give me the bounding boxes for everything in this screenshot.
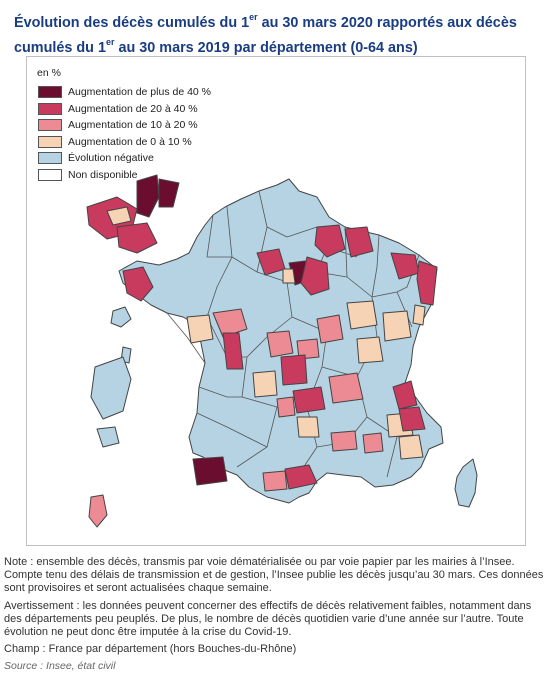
dept-jura: [346, 300, 378, 330]
legend-label: Augmentation de 20 à 40 %: [68, 102, 198, 115]
dept-alpes-maritimes: [398, 406, 426, 432]
dept-essonne: [282, 268, 296, 284]
dept-seine-marne: [300, 256, 330, 296]
dept-aisne: [314, 224, 346, 258]
dept-savoie: [392, 380, 418, 410]
legend-item: Non disponible: [38, 167, 211, 184]
legend-label: Augmentation de 10 à 20 %: [68, 119, 198, 132]
dept-cotes-armor: [106, 206, 132, 226]
legend-label: Augmentation de plus de 40 %: [68, 86, 212, 99]
dept-haute-garonne: [262, 470, 288, 492]
dept-correze: [252, 370, 278, 398]
legend-label: Évolution négative: [68, 152, 154, 165]
source-text: Source : Insee, état civil: [4, 660, 116, 673]
dept-guadeloupe: [110, 306, 132, 328]
note-text: Note : ensemble des décès, transmis par …: [4, 556, 544, 595]
dept-cher: [296, 338, 320, 360]
legend-item: Augmentation de 20 à 40 %: [38, 101, 211, 118]
dept-haut-rhin: [412, 304, 426, 326]
dept-finistere: [122, 266, 154, 302]
legend-swatch-0-10: [38, 135, 62, 148]
legend-swatch-10-20: [38, 119, 62, 132]
dept-mayotte: [88, 494, 108, 528]
dept-haute-loire: [276, 396, 296, 418]
legend: Augmentation de plus de 40 % Augmentatio…: [38, 84, 211, 183]
map-title: Évolution des décès cumulés du 1er au 30…: [14, 12, 517, 56]
dept-calvados: [158, 178, 180, 208]
legend-item: Augmentation de plus de 40 %: [38, 84, 211, 101]
dept-vienne: [222, 332, 244, 370]
legend-swatch-negative: [38, 152, 62, 165]
dept-loire-atlantique: [186, 314, 214, 344]
dept-manche: [136, 174, 160, 218]
legend-item: Augmentation de 10 à 20 %: [38, 117, 211, 134]
dept-allier: [280, 354, 308, 386]
map-frame: en % Augmentation de plus de 40 % Augmen…: [26, 56, 526, 546]
scope-text: Champ : France par département (hors Bou…: [4, 643, 297, 656]
dept-guyane: [90, 356, 132, 420]
dept-ardennes: [344, 226, 374, 258]
france-map: [86, 174, 478, 528]
dept-indre-loire: [266, 330, 294, 358]
dept-ain: [356, 336, 384, 364]
dept-vaucluse: [362, 432, 384, 454]
dept-morbihan: [116, 222, 158, 254]
legend-label: Non disponible: [68, 168, 138, 181]
warning-text: Avertissement : les données peuvent conc…: [4, 599, 532, 639]
notes: Note : ensemble des décès, transmis par …: [4, 556, 552, 678]
dept-reunion: [96, 426, 120, 448]
corse: [454, 458, 478, 508]
legend-item: Augmentation de 0 à 10 %: [38, 134, 211, 151]
legend-label: Augmentation de 0 à 10 %: [68, 135, 192, 148]
dept-isere: [328, 372, 364, 404]
legend-swatch-plus-40: [38, 86, 62, 99]
dept-sarthe: [212, 308, 248, 338]
dept-loire: [292, 386, 326, 414]
legend-item: Évolution négative: [38, 150, 211, 167]
legend-swatch-not-available: [38, 168, 62, 181]
legend-swatch-20-40: [38, 102, 62, 115]
dept-var: [398, 434, 424, 460]
dept-gard: [330, 430, 358, 452]
dept-doubs: [382, 310, 412, 342]
dept-lot: [296, 416, 320, 438]
dept-pyrenees-atlantiques: [192, 456, 228, 486]
dept-cote-or: [316, 314, 344, 344]
dept-herault: [284, 464, 318, 490]
legend-unit: en %: [37, 67, 61, 79]
dept-bas-rhin: [416, 260, 438, 306]
